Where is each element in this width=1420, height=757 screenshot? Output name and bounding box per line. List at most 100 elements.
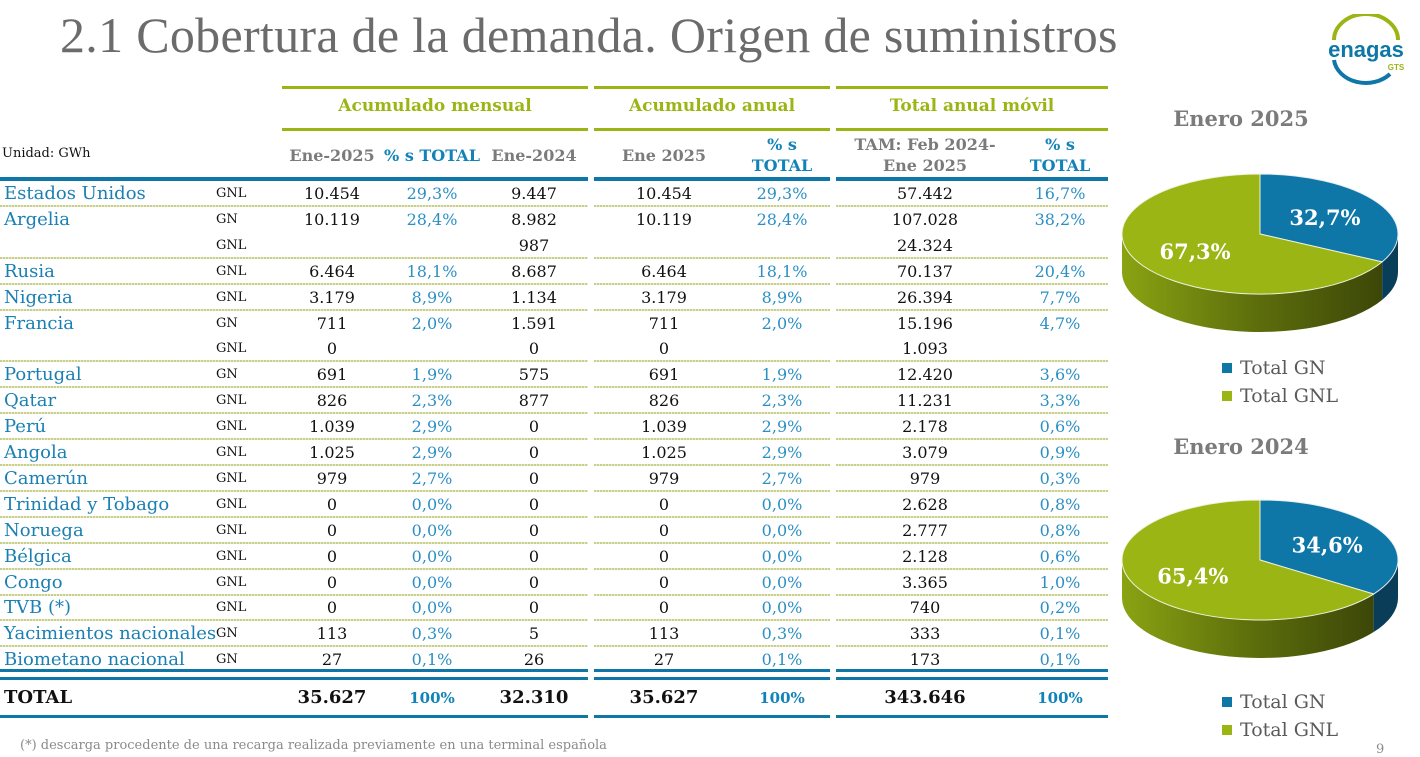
legend-swatch-gnl [1222,391,1232,401]
value-cell: 11.231 [897,391,953,411]
table-bottom-line [0,715,588,718]
value-cell: 691 [648,365,680,385]
value-cell: 1.039 [309,417,355,437]
pie-slice-gnl [1121,499,1375,621]
value-cell: 0 [528,598,540,618]
value-cell: 27 [321,650,343,670]
legend-swatch-gn [1222,363,1232,373]
value-cell: 107.028 [891,209,959,229]
total-cell: 32.310 [499,687,569,708]
pie-svg: 34,6% 65,4% [1121,499,1399,658]
row-separator [594,567,830,570]
page-number: 9 [1376,742,1385,757]
pct-cell: 7,7% [1039,287,1081,307]
value-cell: 1.093 [902,339,948,359]
value-cell: 0 [528,443,540,462]
supply-type: GNL [216,548,247,564]
value-cell: 0 [658,520,670,540]
value-cell: 711 [648,313,680,333]
value-cell: 10.454 [304,184,360,203]
pct-cell: 2,0% [761,313,803,333]
pct-cell [382,233,482,259]
logo-text: enagas [1328,37,1404,62]
value-cell: 877 [518,391,550,411]
col-header-tam-pct: % s TOTAL [1012,134,1108,176]
row-separator [0,386,588,389]
row-separator [0,515,588,518]
country-name: Qatar [4,390,57,412]
pct-cell [732,336,832,362]
pct-cell: 1,0% [1039,572,1081,592]
pct-cell: 28,4% [406,209,458,229]
value-cell: 826 [316,391,348,411]
col-header-annual-pct: % s TOTAL [732,134,832,176]
pct-cell: 2,9% [761,443,803,462]
pct-cell: 2,7% [411,468,453,488]
col-header-line: TOTAL [1029,156,1091,175]
value-cell: 0 [528,546,540,566]
row-separator [836,464,1108,466]
group-bottom-line [836,128,1108,131]
table-row: Trinidad y Tobago GNL 0 0,0% 0 0 0,0% 2.628 0,8% [0,492,1110,518]
pct-cell: 0,8% [1039,520,1081,540]
total-cell: 100% [1037,689,1083,707]
row-separator [594,282,830,285]
row-separator [594,619,830,622]
pct-cell: 0,0% [411,598,453,618]
pie-chart-2024: Enero 2024 34,6% 65,4% Total GN Total GNL [1110,432,1420,752]
value-cell: 0 [326,494,338,514]
row-separator [836,489,1108,492]
row-separator [836,360,1108,363]
table-row: Yacimientos nacionales GN 113 0,3% 5 113 0,3% 3… [0,621,1110,648]
group-top-line [282,86,588,89]
value-cell: 24.324 [897,235,953,255]
value-cell: 740 [909,598,941,618]
table-row: Angola GNL 1.025 2,9% 0 1.025 2,9% 3.079 0,9% [0,440,1110,466]
row-separator [594,386,830,389]
value-cell: 6.464 [641,261,687,281]
value-cell: 26.394 [897,287,953,307]
row-separator [0,308,588,311]
legend-item-gnl: Total GNL [1222,382,1338,410]
legend-swatch-gnl [1222,725,1232,735]
country-name: Angola [4,442,68,463]
pct-cell: 0,8% [1039,494,1081,514]
value-cell: 826 [648,391,680,411]
pie-side-gnl [1122,560,1374,658]
total-row: TOTAL 35.627 100% 32.310 35.627 100% 343… [0,680,1110,716]
total-divider [594,677,830,680]
value-cell: 27 [653,650,675,670]
value-cell: 0 [658,598,670,618]
pct-cell: 0,0% [761,520,803,540]
country-name: Estados Unidos [4,183,146,204]
value-cell: 691 [316,365,348,385]
total-divider [0,669,588,672]
pie-side-gn [1382,234,1398,300]
row-separator [594,256,830,259]
pct-cell: 2,9% [411,417,453,437]
row-separator [0,645,588,648]
value-cell: 113 [316,624,348,644]
value-cell: 0 [658,546,670,566]
table-row: Perú GNL 1.039 2,9% 0 1.039 2,9% 2.178 0,6% [0,414,1110,441]
pct-cell: 0,0% [761,546,803,566]
pie-slice-gn [1259,173,1399,263]
row-separator [0,619,588,622]
pct-cell: 18,1% [756,261,808,281]
row-separator [594,645,830,648]
enagas-logo: enagas GTS [1320,12,1412,86]
row-separator [836,205,1108,207]
pct-cell: 1,9% [411,365,453,385]
pct-cell: 1,9% [761,365,803,385]
supply-type: GN [216,626,238,642]
row-separator [0,489,588,492]
country-name: Perú [4,416,47,438]
supply-type: GNL [216,600,247,616]
pie-legend: Total GN Total GNL [1222,354,1338,410]
table-row: GNL 987 24.324 [0,233,1110,259]
supply-type: GNL [216,237,247,253]
value-cell: 0 [326,339,338,359]
pct-cell: 2,9% [411,443,453,462]
value-cell: 979 [316,468,348,488]
group-bottom-line [594,128,830,131]
